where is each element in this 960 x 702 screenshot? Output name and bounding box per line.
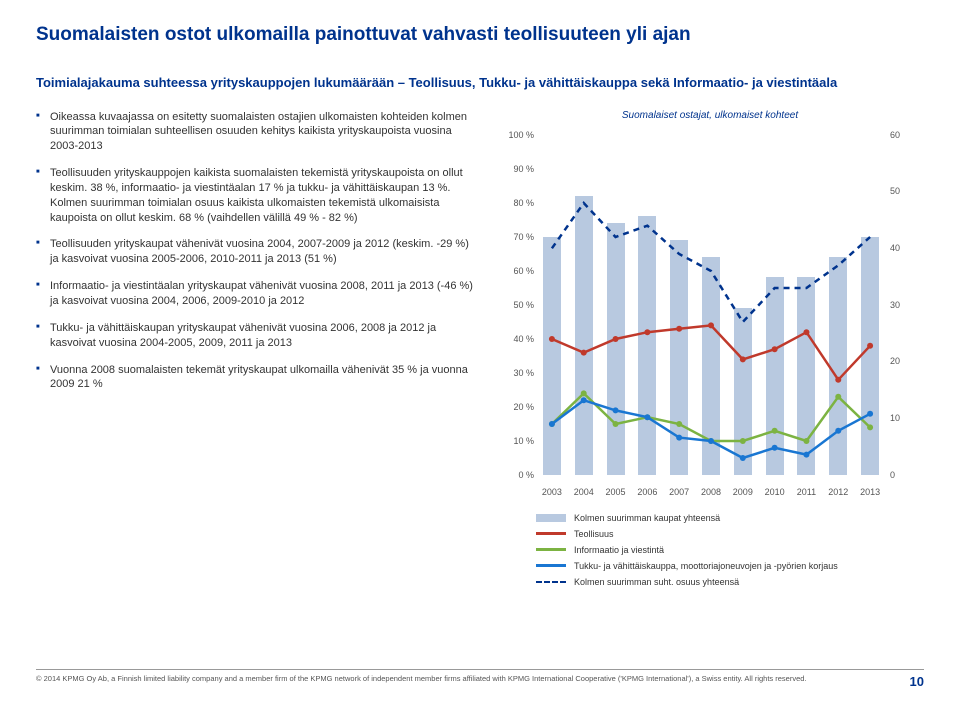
bar bbox=[638, 216, 656, 474]
legend-label: Kolmen suurimman suht. osuus yhteensä bbox=[574, 577, 739, 587]
legend-row: Informaatio ja viestintä bbox=[496, 545, 924, 555]
x-tick: 2004 bbox=[574, 487, 594, 497]
x-tick: 2006 bbox=[637, 487, 657, 497]
y-right-tick: 10 bbox=[890, 413, 916, 423]
bullet-item: Teollisuuden yrityskaupat vähenivät vuos… bbox=[36, 237, 476, 267]
y-right-tick: 50 bbox=[890, 186, 916, 196]
page-subtitle: Toimialajakauma suhteessa yrityskauppoje… bbox=[36, 74, 924, 92]
legend-label: Kolmen suurimman kaupat yhteensä bbox=[574, 513, 720, 523]
bar bbox=[829, 257, 847, 475]
copyright-text: © 2014 KPMG Oy Ab, a Finnish limited lia… bbox=[36, 674, 807, 690]
bar bbox=[766, 277, 784, 474]
bullet-item: Teollisuuden yrityskauppojen kaikista su… bbox=[36, 166, 476, 225]
bar bbox=[543, 237, 561, 475]
page-footer: © 2014 KPMG Oy Ab, a Finnish limited lia… bbox=[36, 669, 924, 690]
x-tick: 2011 bbox=[797, 487, 816, 497]
bar bbox=[797, 277, 815, 474]
y-left-tick: 80 % bbox=[496, 198, 534, 208]
chart-title: Suomalaiset ostajat, ulkomaiset kohteet bbox=[496, 110, 924, 121]
page-number: 10 bbox=[910, 674, 924, 690]
bullet-item: Tukku- ja vähittäiskaupan yrityskaupat v… bbox=[36, 321, 476, 351]
legend-swatch bbox=[536, 581, 566, 583]
bullet-item: Oikeassa kuvaajassa on esitetty suomalai… bbox=[36, 110, 476, 155]
x-tick: 2003 bbox=[542, 487, 562, 497]
y-right-tick: 60 bbox=[890, 130, 916, 140]
y-left-tick: 100 % bbox=[496, 130, 534, 140]
bar bbox=[702, 257, 720, 475]
x-tick: 2012 bbox=[828, 487, 848, 497]
bar bbox=[670, 240, 688, 475]
legend-swatch bbox=[536, 532, 566, 535]
bar bbox=[575, 196, 593, 475]
page-title: Suomalaisten ostot ulkomailla painottuva… bbox=[36, 24, 924, 46]
y-left-tick: 70 % bbox=[496, 232, 534, 242]
x-tick: 2013 bbox=[860, 487, 880, 497]
x-tick: 2005 bbox=[606, 487, 626, 497]
legend-row: Teollisuus bbox=[496, 529, 924, 539]
legend-label: Teollisuus bbox=[574, 529, 614, 539]
legend-swatch bbox=[536, 548, 566, 551]
y-left-tick: 40 % bbox=[496, 334, 534, 344]
bullet-column: Oikeassa kuvaajassa on esitetty suomalai… bbox=[36, 110, 476, 593]
y-right-tick: 30 bbox=[890, 300, 916, 310]
y-left-tick: 90 % bbox=[496, 164, 534, 174]
y-left-tick: 30 % bbox=[496, 368, 534, 378]
chart-column: Suomalaiset ostajat, ulkomaiset kohteet … bbox=[496, 110, 924, 593]
y-right-tick: 0 bbox=[890, 470, 916, 480]
bar bbox=[734, 308, 752, 475]
y-right-tick: 20 bbox=[890, 356, 916, 366]
y-left-tick: 10 % bbox=[496, 436, 534, 446]
y-left-tick: 50 % bbox=[496, 300, 534, 310]
legend-label: Tukku- ja vähittäiskauppa, moottoriajone… bbox=[574, 561, 838, 571]
legend-label: Informaatio ja viestintä bbox=[574, 545, 664, 555]
x-tick: 2010 bbox=[765, 487, 785, 497]
combo-chart: 0 % 10 % 20 % 30 % 40 % 50 % 60 % 70 % 80 % 90 % 1… bbox=[496, 127, 916, 497]
x-tick: 2009 bbox=[733, 487, 753, 497]
bullet-item: Vuonna 2008 suomalaisten tekemät yritysk… bbox=[36, 363, 476, 393]
x-tick: 2007 bbox=[669, 487, 689, 497]
legend-row: Tukku- ja vähittäiskauppa, moottoriajone… bbox=[496, 561, 924, 571]
bullet-item: Informaatio- ja viestintäalan yrityskaup… bbox=[36, 279, 476, 309]
legend-swatch bbox=[536, 564, 566, 567]
y-right-tick: 40 bbox=[890, 243, 916, 253]
x-tick: 2008 bbox=[701, 487, 721, 497]
bar bbox=[607, 223, 625, 475]
y-left-tick: 0 % bbox=[496, 470, 534, 480]
y-left-tick: 60 % bbox=[496, 266, 534, 276]
legend-row: Kolmen suurimman kaupat yhteensä bbox=[496, 513, 924, 523]
chart-legend: Kolmen suurimman kaupat yhteensä Teollisu… bbox=[496, 513, 924, 587]
legend-swatch bbox=[536, 514, 566, 522]
bar bbox=[861, 237, 879, 475]
legend-row: Kolmen suurimman suht. osuus yhteensä bbox=[496, 577, 924, 587]
y-left-tick: 20 % bbox=[496, 402, 534, 412]
